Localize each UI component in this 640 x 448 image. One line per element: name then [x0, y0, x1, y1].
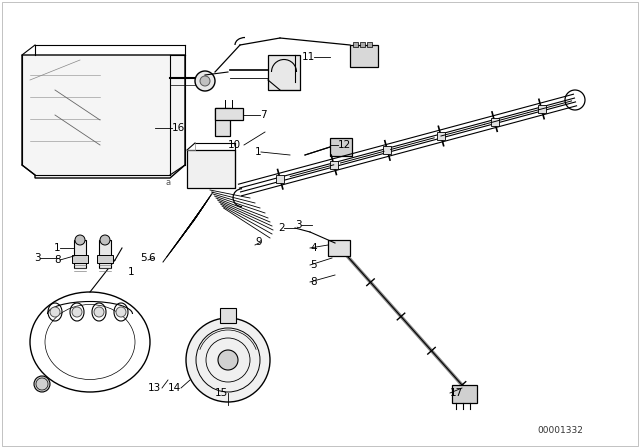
Bar [220, 308, 236, 323]
Text: 4: 4 [310, 243, 317, 253]
Bar [491, 118, 499, 125]
Text: 5: 5 [310, 260, 317, 270]
Bar [350, 45, 378, 67]
Circle shape [94, 307, 104, 317]
Text: 7: 7 [260, 110, 267, 120]
Text: 9: 9 [255, 237, 262, 247]
Bar [330, 138, 352, 156]
Bar [353, 42, 358, 47]
Bar [328, 240, 350, 256]
Circle shape [100, 235, 110, 245]
Bar [215, 108, 230, 136]
Text: 3: 3 [34, 253, 40, 263]
Text: a: a [165, 177, 170, 186]
Bar [187, 150, 235, 188]
Bar [268, 55, 300, 90]
Text: 00001332: 00001332 [537, 426, 583, 435]
Text: 13: 13 [148, 383, 161, 393]
Circle shape [75, 235, 85, 245]
Bar [276, 175, 284, 183]
Text: 2: 2 [278, 223, 285, 233]
Text: 1: 1 [128, 267, 134, 277]
Bar [538, 105, 545, 113]
Circle shape [186, 318, 270, 402]
Text: 12: 12 [338, 140, 351, 150]
Circle shape [195, 71, 215, 91]
Circle shape [200, 76, 210, 86]
Circle shape [50, 307, 60, 317]
Bar [99, 240, 111, 268]
Text: 8: 8 [310, 277, 317, 287]
Text: 15: 15 [215, 388, 228, 398]
Circle shape [72, 307, 82, 317]
Text: 11: 11 [302, 52, 316, 62]
Text: 10: 10 [228, 140, 241, 150]
Text: 16: 16 [172, 123, 185, 133]
Text: 1: 1 [54, 243, 61, 253]
Text: 17: 17 [450, 388, 463, 398]
Bar [383, 146, 392, 155]
Bar [72, 255, 88, 263]
Bar [74, 240, 86, 268]
Text: 14: 14 [168, 383, 181, 393]
Bar [452, 385, 477, 403]
Bar [97, 255, 113, 263]
Text: 8: 8 [54, 255, 61, 265]
Circle shape [218, 350, 238, 370]
Text: 6: 6 [148, 253, 155, 263]
Text: 1: 1 [255, 147, 262, 157]
Text: 5: 5 [140, 253, 147, 263]
Bar [360, 42, 365, 47]
Bar [330, 161, 338, 169]
Circle shape [116, 307, 126, 317]
Bar [437, 132, 445, 140]
Polygon shape [22, 55, 185, 178]
Bar [215, 108, 243, 120]
Circle shape [34, 376, 50, 392]
Text: 3: 3 [295, 220, 301, 230]
Bar [367, 42, 372, 47]
